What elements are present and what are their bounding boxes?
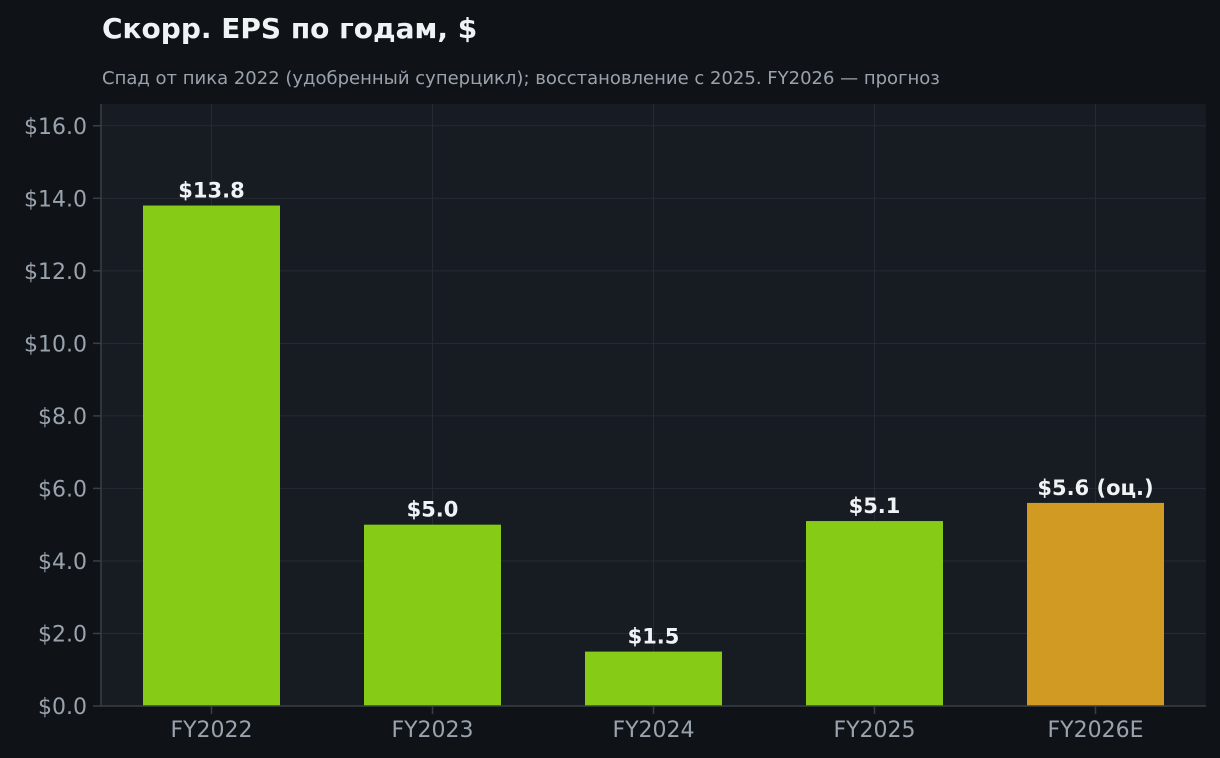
y-tick-label: $14.0 <box>24 187 87 212</box>
bar-fy2023 <box>363 524 502 706</box>
data-labels: $13.8 $5.0 $1.5 $5.1 $5.6 (оц.) <box>178 179 1153 649</box>
data-label-fy2022: $13.8 <box>178 179 244 203</box>
y-tick-label: $12.0 <box>24 260 87 285</box>
data-label-fy2024: $1.5 <box>628 625 680 649</box>
x-tick-label: FY2024 <box>612 718 694 743</box>
y-tick-label: $2.0 <box>38 622 87 647</box>
y-tick-label: $4.0 <box>38 550 87 575</box>
bar-fy2022 <box>142 205 281 706</box>
y-tick-label: $16.0 <box>24 115 87 140</box>
chart-title: Скорр. EPS по годам, $ <box>102 12 477 45</box>
y-tick-label: $6.0 <box>38 477 87 502</box>
x-tick-label: FY2023 <box>391 718 473 743</box>
data-label-fy2026e: $5.6 (оц.) <box>1037 476 1153 500</box>
bar-fy2026e <box>1026 502 1165 706</box>
bars <box>142 205 1165 706</box>
axes <box>93 104 1206 714</box>
bar-fy2025 <box>805 521 944 706</box>
x-tick-label: FY2022 <box>170 718 252 743</box>
y-tick-label: $0.0 <box>38 695 87 720</box>
x-tick-label: FY2026E <box>1048 718 1144 743</box>
x-tick-label: FY2025 <box>833 718 915 743</box>
data-label-fy2025: $5.1 <box>849 494 901 518</box>
bar-fy2024 <box>584 651 723 706</box>
y-tick-label: $10.0 <box>24 332 87 357</box>
y-tick-label: $8.0 <box>38 405 87 430</box>
tick-labels: $0.0 $2.0 $4.0 $6.0 $8.0 $10.0 $12.0 $14.0 $16.0… <box>24 115 1143 743</box>
grid-lines <box>101 104 1206 707</box>
data-label-fy2023: $5.0 <box>407 498 459 522</box>
chart-subtitle: Спад от пика 2022 (удобренный суперцикл)… <box>102 68 940 89</box>
